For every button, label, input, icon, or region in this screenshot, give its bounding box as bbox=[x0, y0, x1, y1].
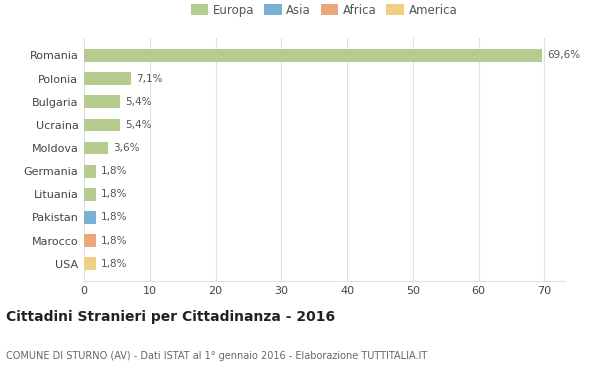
Text: 5,4%: 5,4% bbox=[125, 97, 151, 107]
Text: 1,8%: 1,8% bbox=[101, 212, 128, 222]
Text: 1,8%: 1,8% bbox=[101, 166, 128, 176]
Text: 69,6%: 69,6% bbox=[547, 51, 580, 60]
Text: 1,8%: 1,8% bbox=[101, 236, 128, 245]
Bar bbox=[84, 165, 96, 177]
Text: Cittadini Stranieri per Cittadinanza - 2016: Cittadini Stranieri per Cittadinanza - 2… bbox=[6, 310, 335, 324]
Text: 7,1%: 7,1% bbox=[136, 74, 163, 84]
Text: 1,8%: 1,8% bbox=[101, 259, 128, 269]
Bar bbox=[84, 257, 96, 270]
Bar bbox=[84, 234, 96, 247]
Legend: Europa, Asia, Africa, America: Europa, Asia, Africa, America bbox=[187, 0, 461, 20]
Bar bbox=[84, 142, 107, 154]
Bar bbox=[84, 49, 542, 62]
Text: COMUNE DI STURNO (AV) - Dati ISTAT al 1° gennaio 2016 - Elaborazione TUTTITALIA.: COMUNE DI STURNO (AV) - Dati ISTAT al 1°… bbox=[6, 351, 427, 361]
Bar bbox=[84, 119, 119, 131]
Bar bbox=[84, 211, 96, 224]
Text: 5,4%: 5,4% bbox=[125, 120, 151, 130]
Text: 3,6%: 3,6% bbox=[113, 143, 139, 153]
Bar bbox=[84, 72, 131, 85]
Bar bbox=[84, 188, 96, 201]
Text: 1,8%: 1,8% bbox=[101, 189, 128, 200]
Bar bbox=[84, 95, 119, 108]
